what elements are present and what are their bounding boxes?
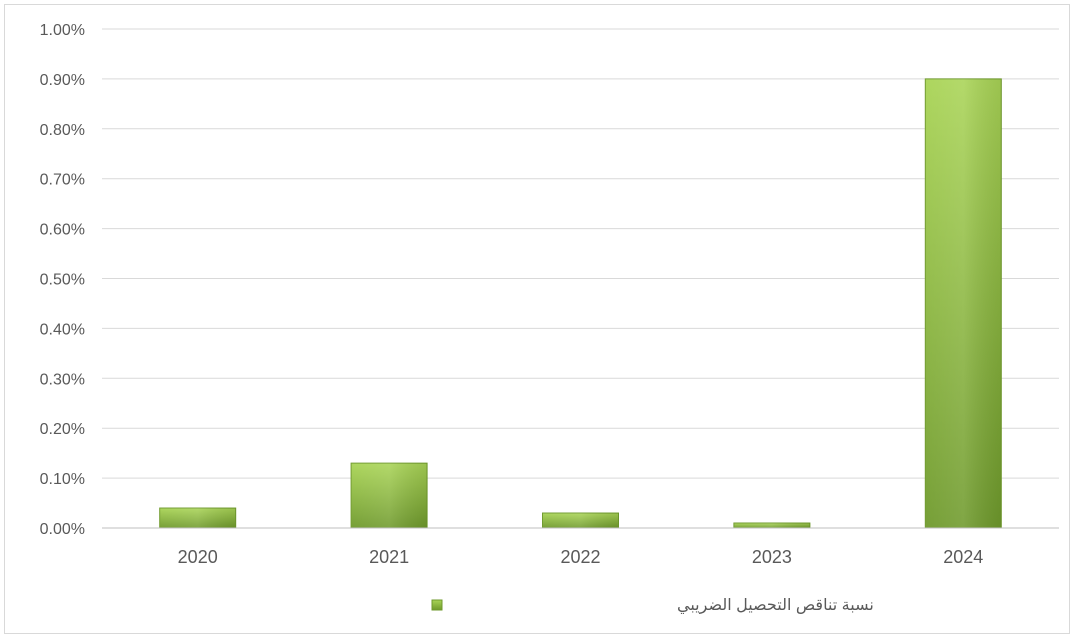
bar-highlight bbox=[733, 523, 810, 528]
legend-label: نسبة تناقص التحصيل الضريبي bbox=[677, 597, 874, 615]
x-tick-label: 2024 bbox=[943, 547, 983, 567]
bar-highlight bbox=[925, 78, 1002, 529]
bar-chart: 0.00% 0.10% 0.20% 0.30% 0.40% 0.50% 0.60% 0.70%… bbox=[40, 22, 1059, 615]
y-tick-label: 0.70% bbox=[40, 172, 85, 189]
y-tick-label: 0.30% bbox=[40, 371, 85, 388]
y-tick-label: 0.80% bbox=[40, 122, 85, 139]
chart-frame: 0.00% 0.10% 0.20% 0.30% 0.40% 0.50% 0.60% 0.70%… bbox=[4, 4, 1070, 634]
legend-item[interactable]: نسبة تناقص التحصيل الضريبي bbox=[431, 597, 874, 615]
y-tick-label: 0.20% bbox=[40, 421, 85, 438]
x-tick-label: 2022 bbox=[560, 547, 600, 567]
bar-2021 bbox=[350, 462, 428, 529]
bar-2020 bbox=[159, 507, 237, 529]
legend[interactable]: نسبة تناقص التحصيل الضريبي bbox=[431, 597, 874, 615]
y-tick-label: 0.90% bbox=[40, 72, 85, 89]
bar-highlight bbox=[351, 463, 428, 528]
bar-2023 bbox=[733, 522, 811, 529]
bar-highlight bbox=[542, 513, 619, 528]
y-tick-label: 0.40% bbox=[40, 321, 85, 338]
x-axis-ticks: 2020 2021 2022 2023 2024 bbox=[178, 547, 984, 567]
y-tick-label: 0.00% bbox=[40, 521, 85, 538]
y-axis-ticks: 0.00% 0.10% 0.20% 0.30% 0.40% 0.50% 0.60% 0.70%… bbox=[40, 22, 85, 538]
bar-highlight bbox=[159, 508, 236, 528]
y-tick-label: 1.00% bbox=[40, 22, 85, 39]
bars bbox=[159, 78, 1002, 529]
y-tick-label: 0.10% bbox=[40, 471, 85, 488]
x-tick-label: 2021 bbox=[369, 547, 409, 567]
bar-2022 bbox=[542, 512, 619, 529]
x-tick-label: 2023 bbox=[752, 547, 792, 567]
legend-swatch bbox=[431, 599, 443, 611]
gridlines bbox=[102, 28, 1059, 479]
bar-2024 bbox=[924, 78, 1002, 529]
y-tick-label: 0.60% bbox=[40, 222, 85, 239]
y-tick-label: 0.50% bbox=[40, 272, 85, 289]
x-tick-label: 2020 bbox=[178, 547, 218, 567]
